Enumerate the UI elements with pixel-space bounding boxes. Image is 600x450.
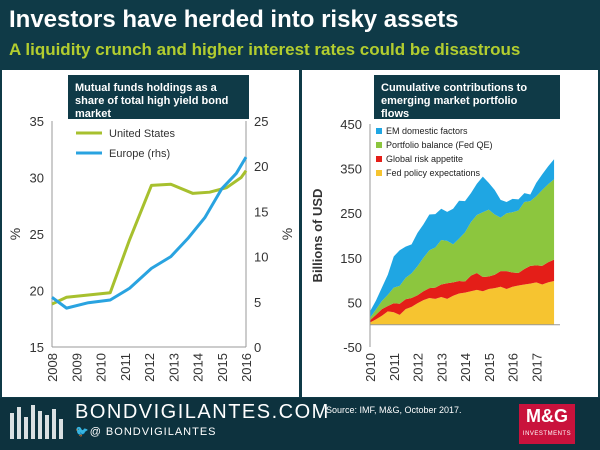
left-y-tick-label: 30 bbox=[30, 171, 44, 186]
legend-label: Portfolio balance (Fed QE) bbox=[386, 140, 493, 150]
mg-logo-text: M&G bbox=[526, 406, 568, 426]
left-x-tick-label: 2010 bbox=[94, 353, 109, 382]
right-x-tick-label: 2013 bbox=[434, 353, 449, 382]
right-x-tick-label: 2010 bbox=[363, 353, 378, 382]
legend-label: Global risk appetite bbox=[386, 154, 463, 164]
legend-swatch bbox=[376, 128, 382, 134]
twitter-handle[interactable]: 🐦@ BONDVIGILANTES bbox=[75, 425, 217, 438]
left-y-tick-label: 20 bbox=[30, 284, 44, 299]
left-x-tick-label: 2012 bbox=[142, 353, 157, 382]
right-chart-title: Cumulative contributions to emerging mar… bbox=[381, 82, 530, 120]
right-x-tick-label: 2014 bbox=[458, 353, 473, 382]
charts-canvas: Mutual funds holdings as a share of tota… bbox=[2, 70, 598, 397]
right-chart-title-box bbox=[374, 75, 560, 119]
twitter-handle-text: @ BONDVIGILANTES bbox=[89, 426, 217, 438]
right-x-tick-label: 2015 bbox=[482, 353, 497, 382]
brand-logo-icon bbox=[10, 405, 63, 439]
left-y2-axis-label: % bbox=[279, 228, 295, 240]
series-line-united-states bbox=[51, 169, 248, 306]
legend-label: United States bbox=[109, 128, 176, 140]
left-y-tick-label: 35 bbox=[30, 114, 44, 129]
mg-logo-subtext: INVESTMENTS bbox=[522, 431, 572, 437]
right-y-tick-label: 450 bbox=[340, 117, 362, 132]
page-subtitle: A liquidity crunch and higher interest r… bbox=[9, 40, 521, 59]
left-y2-tick-label: 20 bbox=[254, 159, 268, 174]
area-portfolio-balance-fed-qe- bbox=[370, 179, 555, 321]
brand-name[interactable]: BONDVIGILANTES.COM bbox=[75, 401, 330, 423]
left-x-tick-label: 2008 bbox=[45, 353, 60, 382]
right-y-tick-label: 50 bbox=[348, 295, 362, 310]
mg-logo: M&G INVESTMENTS bbox=[519, 404, 575, 444]
right-y-tick-label: 150 bbox=[340, 251, 362, 266]
left-line-chart: 15 20 25 30 35 0 5 10 15 20 25 2008 2009 2010 2011 2012… bbox=[7, 114, 295, 382]
left-y2-tick-label: 15 bbox=[254, 204, 268, 219]
left-x-tick-label: 2011 bbox=[118, 353, 133, 381]
legend-swatch bbox=[376, 142, 382, 148]
left-chart-title-box bbox=[68, 75, 249, 119]
left-x-tick-label: 2016 bbox=[239, 353, 254, 382]
area-fed-policy-expectations bbox=[370, 280, 555, 325]
left-y-tick-label: 15 bbox=[30, 340, 44, 355]
right-x-tick-label: 2011 bbox=[387, 353, 402, 381]
right-y-tick-label: 250 bbox=[340, 206, 362, 221]
left-y2-tick-label: 5 bbox=[254, 295, 261, 310]
left-x-tick-label: 2014 bbox=[191, 353, 206, 382]
series-line-europe-rhs- bbox=[51, 156, 248, 310]
legend-label: Fed policy expectations bbox=[386, 168, 481, 178]
right-x-tick-label: 2016 bbox=[506, 353, 521, 382]
left-x-tick-label: 2009 bbox=[69, 353, 84, 382]
area-global-risk-appetite bbox=[370, 259, 555, 323]
twitter-bird-icon: 🐦 bbox=[75, 426, 90, 438]
left-y-tick-label: 25 bbox=[30, 227, 44, 242]
footer-bar bbox=[0, 398, 600, 450]
legend-swatch bbox=[376, 156, 382, 162]
right-x-tick-label: 2017 bbox=[529, 353, 544, 382]
left-y2-tick-label: 25 bbox=[254, 114, 268, 129]
left-x-tick-label: 2013 bbox=[166, 353, 181, 382]
left-y-axis-label: % bbox=[7, 228, 23, 240]
left-x-tick-label: 2015 bbox=[215, 353, 230, 382]
left-chart-title: Mutual funds holdings as a share of tota… bbox=[75, 82, 231, 120]
legend-label: Europe (rhs) bbox=[109, 148, 170, 160]
left-y2-tick-label: 0 bbox=[254, 340, 261, 355]
page-title: Investors have herded into risky assets bbox=[9, 6, 459, 33]
right-x-tick-label: 2012 bbox=[411, 353, 426, 382]
legend-label: EM domestic factors bbox=[386, 126, 468, 136]
source-note: Source: IMF, M&G, October 2017. bbox=[326, 405, 462, 415]
right-y-tick-label: -50 bbox=[343, 340, 362, 355]
legend-swatch bbox=[376, 170, 382, 176]
right-area-chart: -50 50 150 250 350 450 2010 2011 2012 2013 2014 201… bbox=[310, 117, 560, 382]
right-y-tick-label: 350 bbox=[340, 162, 362, 177]
left-y2-tick-label: 10 bbox=[254, 250, 268, 265]
right-y-axis-label: Billions of USD bbox=[310, 189, 325, 283]
